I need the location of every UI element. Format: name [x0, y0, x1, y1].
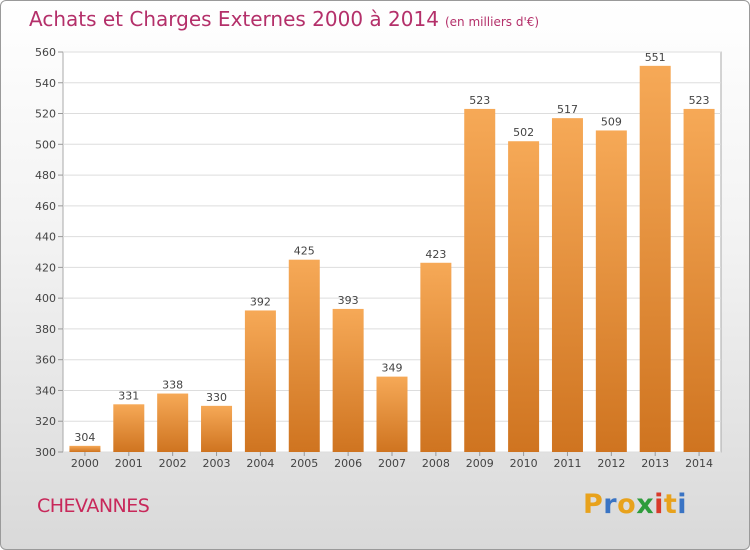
x-tick-label: 2014 [685, 457, 713, 470]
chart-subtitle: (en milliers d'€) [444, 15, 540, 29]
data-label: 304 [74, 431, 95, 444]
x-tick-label: 2007 [378, 457, 406, 470]
x-tick-label: 2006 [334, 457, 362, 470]
bar [332, 308, 364, 452]
y-tick-label: 380 [35, 323, 56, 336]
data-label: 523 [689, 94, 710, 107]
bar [201, 405, 233, 452]
logo-letter: i [677, 489, 688, 520]
data-label: 517 [557, 103, 578, 116]
data-label: 423 [425, 248, 446, 261]
y-axis-ticks: 300 320 340 360 380 400 420 440 460 480 500 520 540 5… [35, 46, 63, 459]
logo-letter: o [617, 489, 637, 520]
x-tick-label: 2012 [597, 457, 625, 470]
data-label: 349 [382, 362, 403, 375]
bar [157, 393, 189, 452]
y-tick-label: 360 [35, 354, 56, 367]
x-tick-label: 2004 [246, 457, 274, 470]
data-labels: 304 331 338 330 392 425 393 349 423 523 502 517 509 5… [74, 51, 709, 444]
data-label: 502 [513, 126, 534, 139]
y-tick-label: 340 [35, 384, 56, 397]
bar [376, 376, 408, 452]
y-tick-label: 400 [35, 292, 56, 305]
bar [639, 65, 671, 452]
bar [69, 445, 101, 452]
x-tick-label: 2001 [115, 457, 143, 470]
x-tick-label: 2000 [71, 457, 99, 470]
y-tick-label: 320 [35, 415, 56, 428]
bar-series [69, 65, 715, 453]
chart-title: Achats et Charges Externes 2000 à 2014 [29, 7, 439, 31]
x-tick-label: 2005 [290, 457, 318, 470]
data-label: 330 [206, 391, 227, 404]
y-tick-label: 540 [35, 77, 56, 90]
data-label: 509 [601, 115, 622, 128]
logo-letter: P [583, 489, 604, 520]
logo-letter: i [654, 489, 664, 520]
y-tick-label: 500 [35, 138, 56, 151]
data-label: 338 [162, 379, 183, 392]
bar [508, 141, 540, 452]
y-tick-label: 460 [35, 200, 56, 213]
bar [551, 118, 583, 453]
bar [244, 310, 276, 452]
data-label: 551 [645, 51, 666, 64]
data-label: 523 [469, 94, 490, 107]
y-tick-label: 560 [35, 46, 56, 59]
logo-letter: x [636, 489, 655, 520]
x-tick-label: 2013 [641, 457, 669, 470]
bar [464, 108, 496, 452]
bar [683, 108, 715, 452]
chart-title-block: Achats et Charges Externes 2000 à 2014 (e… [29, 7, 539, 31]
x-tick-label: 2002 [159, 457, 187, 470]
bar [420, 262, 452, 452]
logo-letter: r [603, 489, 618, 520]
logo-letter: t [663, 489, 678, 520]
place-name: CHEVANNES [37, 495, 150, 517]
x-tick-label: 2009 [466, 457, 494, 470]
x-tick-label: 2010 [510, 457, 538, 470]
y-tick-label: 480 [35, 169, 56, 182]
data-label: 425 [294, 245, 315, 258]
x-tick-label: 2008 [422, 457, 450, 470]
y-tick-label: 300 [35, 446, 56, 459]
x-tick-label: 2011 [553, 457, 581, 470]
y-tick-label: 520 [35, 108, 56, 121]
data-label: 393 [338, 294, 359, 307]
data-label: 392 [250, 295, 271, 308]
bar [595, 130, 627, 452]
proxiti-logo: Proxiti [583, 489, 687, 520]
bar [288, 259, 320, 452]
y-tick-label: 420 [35, 261, 56, 274]
x-axis-ticks: 2000 2001 2002 2003 2004 2005 2006 2007 2008 2009… [71, 452, 713, 470]
data-label: 331 [118, 389, 139, 402]
x-tick-label: 2003 [203, 457, 231, 470]
bar [113, 404, 145, 452]
y-tick-label: 440 [35, 231, 56, 244]
